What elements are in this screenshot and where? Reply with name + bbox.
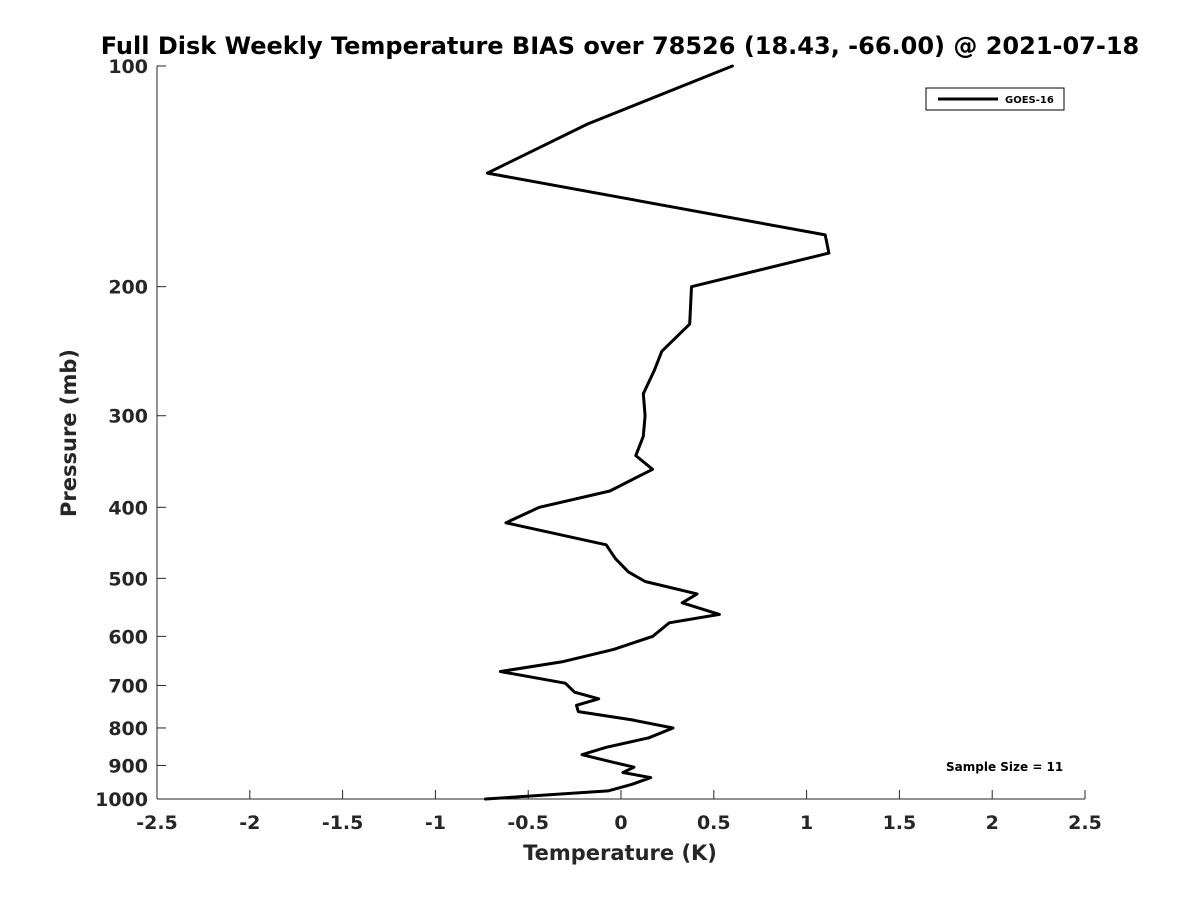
- sample-size-annotation: Sample Size = 11: [946, 760, 1063, 774]
- y-axis-label: Pressure (mb): [57, 349, 81, 517]
- x-tick-label: 1: [800, 812, 813, 834]
- series-line-goes-16: [484, 64, 831, 801]
- x-tick-label: 2: [986, 812, 999, 834]
- plot-axes: [156, 66, 1085, 800]
- y-tick-label: 1000: [95, 789, 148, 811]
- y-tick-label: 700: [108, 675, 148, 697]
- y-axis-ticks: 100 200 300 400 500 600 700 800 900 1000: [95, 56, 166, 811]
- chart-title: Full Disk Weekly Temperature BIAS over 7…: [101, 32, 1140, 60]
- y-tick-label: 600: [108, 626, 148, 648]
- x-tick-label: -2.5: [136, 812, 178, 834]
- x-tick-label: 1.5: [883, 812, 917, 834]
- x-tick-label: 0: [614, 812, 627, 834]
- x-axis-label: Temperature (K): [523, 841, 717, 865]
- legend: GOES-16: [925, 87, 1065, 111]
- x-tick-label: -1: [425, 812, 446, 834]
- x-tick-label: -1.5: [322, 812, 364, 834]
- y-tick-label: 100: [108, 56, 148, 78]
- y-tick-label: 800: [108, 718, 148, 740]
- y-tick-label: 400: [108, 497, 148, 519]
- legend-label-goes-16: GOES-16: [1005, 95, 1054, 106]
- x-axis-ticks: -2.5 -2 -1.5 -1 -0.5 0 0.5 1 1.5 2 2.5: [136, 790, 1102, 834]
- x-tick-label: -2: [239, 812, 260, 834]
- y-tick-label: 500: [108, 568, 148, 590]
- x-tick-label: 2.5: [1068, 812, 1102, 834]
- series-layer: [484, 64, 831, 801]
- x-tick-label: 0.5: [697, 812, 731, 834]
- y-tick-label: 200: [108, 277, 148, 299]
- y-tick-label: 300: [108, 406, 148, 428]
- x-tick-label: -0.5: [507, 812, 549, 834]
- y-tick-label: 900: [108, 755, 148, 777]
